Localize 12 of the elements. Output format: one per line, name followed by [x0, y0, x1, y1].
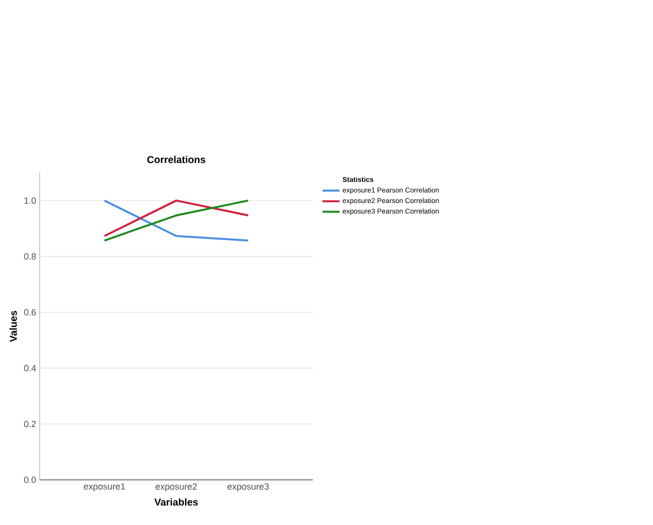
- chart-title: Correlations: [147, 156, 206, 164]
- x-tick-label: exposure3: [228, 483, 269, 492]
- y-tick-label: 0.2: [24, 420, 36, 428]
- y-tick-label: 0.0: [24, 476, 36, 483]
- y-tick-label: 0.4: [24, 364, 36, 372]
- x-tick-label: exposure1: [84, 483, 125, 492]
- y-tick-label: 0.6: [24, 308, 36, 316]
- y-axis-title: Values: [10, 310, 17, 342]
- y-tick-label: 1.0: [24, 197, 36, 204]
- x-axis-title: Variables: [154, 498, 198, 506]
- x-tick-label: exposure2: [156, 483, 197, 492]
- y-tick-label: 0.8: [24, 253, 36, 260]
